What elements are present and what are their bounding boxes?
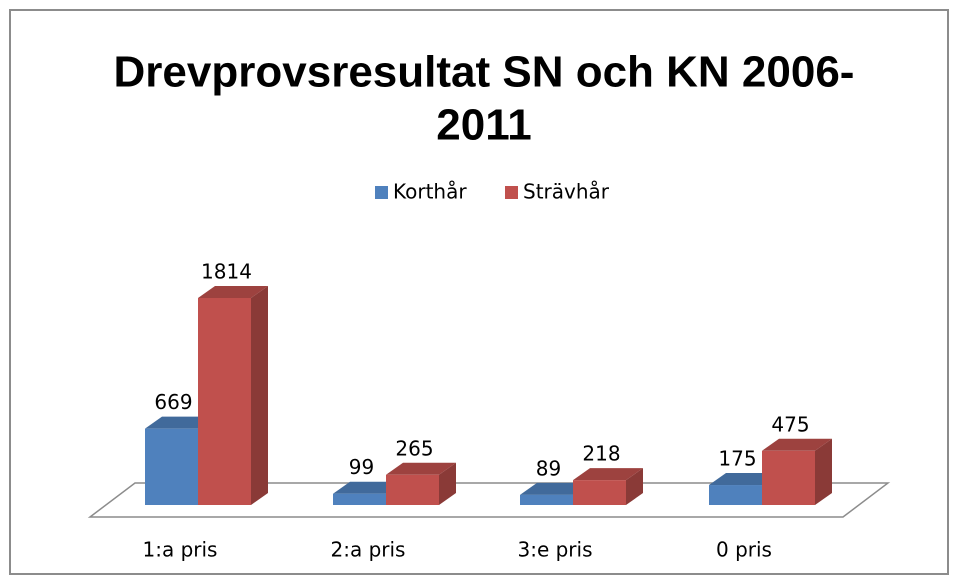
bar-front <box>198 298 251 505</box>
bar-front <box>762 450 815 505</box>
legend-swatch <box>375 186 388 199</box>
bar <box>762 438 832 505</box>
bar-front <box>709 485 762 505</box>
bar-front <box>573 480 626 505</box>
data-label: 175 <box>718 447 756 471</box>
bar-top <box>145 416 215 429</box>
data-label: 265 <box>395 436 433 460</box>
bar-top <box>198 286 268 298</box>
data-label: 99 <box>349 455 374 479</box>
bar-front <box>145 428 198 505</box>
legend-label: Strävhår <box>523 180 610 204</box>
bar <box>386 462 456 505</box>
bar-top <box>333 481 403 494</box>
bar-top <box>762 438 832 451</box>
bar-top <box>520 482 590 495</box>
x-tick-label: 3:e pris <box>517 538 592 562</box>
bar-side <box>439 462 456 505</box>
legend: Korthår Strävhår <box>375 180 610 204</box>
data-label: 218 <box>582 442 620 466</box>
chart-title: Drevprovsresultat SN och KN 2006- <box>114 48 855 97</box>
bar-front <box>386 474 439 505</box>
legend-swatch <box>505 186 518 199</box>
bar-top <box>573 468 643 481</box>
chart-title: 2011 <box>436 101 531 150</box>
bar <box>198 286 268 505</box>
data-label: 89 <box>536 456 561 480</box>
x-tick-label: 0 pris <box>716 538 772 562</box>
bar-side <box>815 438 832 505</box>
x-tick-label: 1:a pris <box>143 538 218 562</box>
data-label: 475 <box>771 412 809 436</box>
bar <box>573 468 643 505</box>
data-label: 669 <box>154 390 192 414</box>
legend-label: Korthår <box>393 180 467 204</box>
bar-side <box>251 286 268 505</box>
bar-front <box>520 494 573 505</box>
x-tick-label: 2:a pris <box>331 538 406 562</box>
bar-top <box>386 462 456 475</box>
data-label: 1814 <box>201 260 252 284</box>
bar-top <box>709 473 779 486</box>
bar-side <box>626 468 643 505</box>
bar-front <box>333 493 386 505</box>
